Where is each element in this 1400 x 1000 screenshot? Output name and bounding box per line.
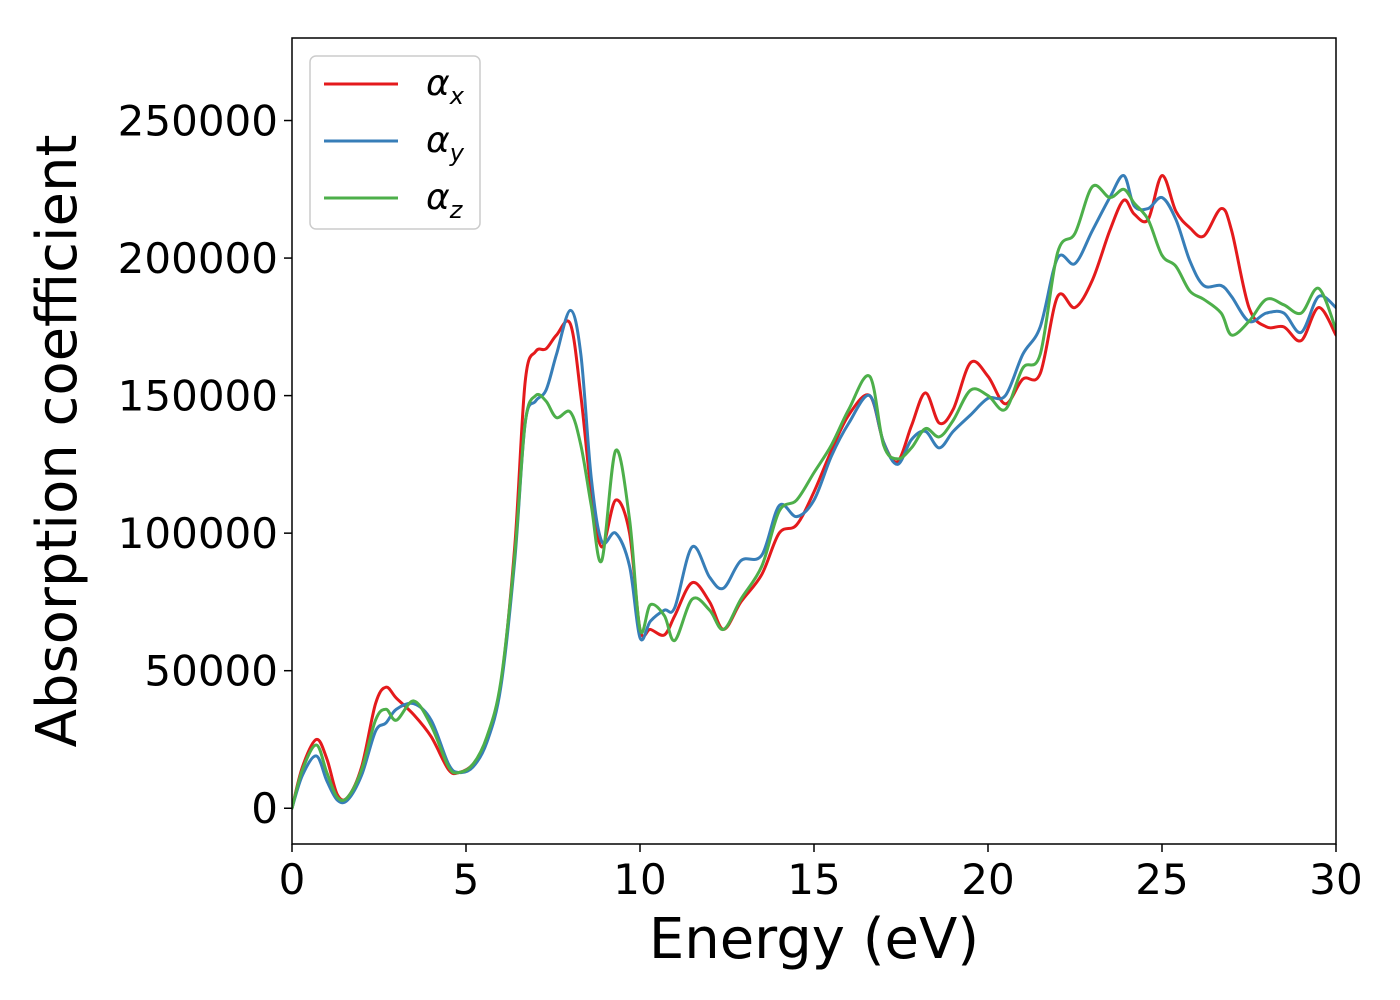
x-tick-label: 25 [1135,855,1188,904]
y-tick-label: 0 [251,784,278,833]
y-tick-label: 100000 [118,509,278,558]
y-tick-label: 250000 [118,97,278,146]
series-lines [292,174,1336,810]
series-line-z [292,183,1336,810]
legend-label-y: αy [426,120,465,167]
legend-label-z: αz [426,177,464,224]
x-axis-title: Energy (eV) [649,907,979,972]
x-tick-label: 0 [279,855,306,904]
x-tick-label: 30 [1309,855,1362,904]
legend-label-x: αx [426,63,465,110]
x-tick-label: 10 [613,855,666,904]
y-tick-label: 200000 [118,234,278,283]
x-tick-label: 20 [961,855,1014,904]
x-tick-label: 15 [787,855,840,904]
x-axis: 0 5 10 15 20 25 30 [279,844,1363,904]
x-tick-label: 5 [453,855,480,904]
legend: αx αy αz [309,55,481,230]
y-tick-label: 50000 [144,647,278,696]
y-tick-label: 150000 [118,372,278,421]
y-axis: 0 50000 100000 150000 200000 250000 [118,97,292,833]
y-axis-title: Absorption coefficient [25,135,90,748]
